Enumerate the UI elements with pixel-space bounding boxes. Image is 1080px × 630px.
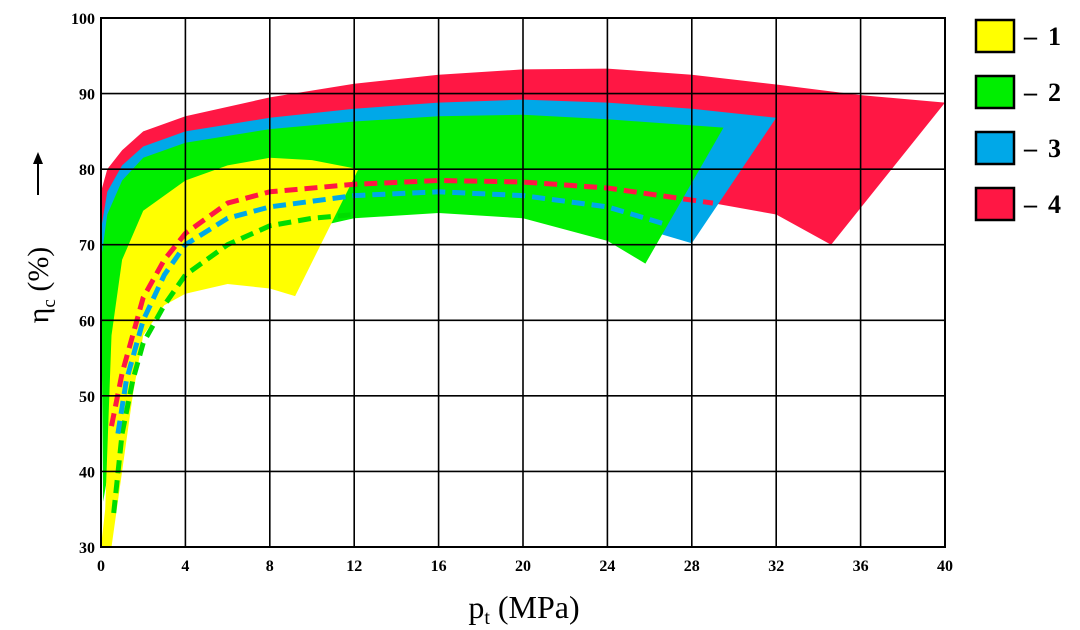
legend-swatch-1 — [974, 18, 1016, 54]
legend: – 1 – 2 – 3 – 4 — [974, 18, 1061, 222]
legend-dash-4: – — [1023, 190, 1038, 219]
legend-dash-3: – — [1023, 134, 1038, 163]
legend-item-2: – 2 — [974, 74, 1061, 110]
y-tick-label-70: 70 — [79, 238, 95, 255]
y-axis-title: ηc (%) — [22, 247, 60, 324]
y-tick-label-40: 40 — [79, 464, 95, 481]
dashed-line-series-2 — [111, 212, 355, 514]
x-tick-label-20: 20 — [515, 558, 531, 575]
legend-dash-2: – — [1023, 78, 1038, 107]
x-tick-label-0: 0 — [97, 558, 105, 575]
y-tick-label-80: 80 — [79, 162, 95, 179]
dashed-line-series-3 — [115, 189, 672, 434]
x-axis-title: pt (MPa) — [468, 589, 579, 629]
y-tick-labels: 30 40 50 60 70 80 90 100 — [71, 11, 95, 557]
grid — [101, 18, 945, 547]
x-tick-label-24: 24 — [599, 558, 615, 575]
y-tick-label-100: 100 — [71, 11, 95, 28]
x-tick-label-8: 8 — [266, 558, 274, 575]
legend-swatch-2 — [974, 74, 1016, 110]
legend-item-3: – 3 — [974, 130, 1061, 166]
x-axis-subscript: t — [484, 607, 490, 629]
legend-label-1: 1 — [1048, 22, 1061, 51]
x-tick-label-28: 28 — [684, 558, 700, 575]
legend-swatch-3 — [974, 130, 1016, 166]
plot-frame — [100, 17, 946, 548]
x-axis-unit: (MPa) — [498, 589, 580, 625]
x-tick-labels: 0 4 8 12 16 20 24 28 32 36 40 — [97, 558, 953, 575]
x-tick-label-36: 36 — [853, 558, 869, 575]
y-axis-arrow — [33, 152, 43, 195]
legend-swatch-4 — [974, 186, 1016, 222]
x-tick-label-40: 40 — [937, 558, 953, 575]
legend-label-4: 4 — [1048, 190, 1061, 219]
dashed-line-series-4 — [109, 178, 714, 427]
x-axis-symbol: p — [468, 589, 484, 625]
y-tick-label-90: 90 — [79, 87, 95, 104]
legend-label-3: 3 — [1048, 134, 1061, 163]
x-tick-label-16: 16 — [431, 558, 447, 575]
series-dashed-lines — [109, 178, 714, 514]
legend-item-4: – 4 — [974, 186, 1061, 222]
y-tick-label-60: 60 — [79, 313, 95, 330]
y-tick-label-30: 30 — [79, 540, 95, 557]
y-axis-unit: (%) — [22, 247, 55, 292]
y-axis-symbol: η — [22, 308, 55, 324]
legend-item-1: – 1 — [974, 18, 1061, 54]
x-tick-label-32: 32 — [768, 558, 784, 575]
legend-dash-1: – — [1023, 22, 1038, 51]
x-tick-label-12: 12 — [346, 558, 362, 575]
legend-label-2: 2 — [1048, 78, 1061, 107]
x-tick-label-4: 4 — [181, 558, 189, 575]
area-series-2 — [101, 114, 724, 502]
y-tick-label-50: 50 — [79, 389, 95, 406]
svg-text:ηc (%): ηc (%) — [22, 247, 60, 324]
y-axis-subscript: c — [39, 299, 60, 307]
